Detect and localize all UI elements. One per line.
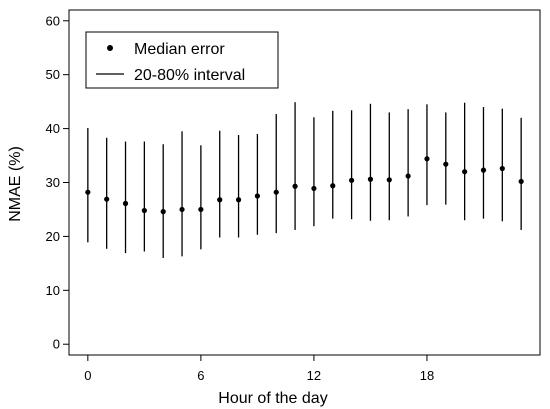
y-tick-label: 60 [46, 13, 60, 28]
median-point [254, 193, 260, 199]
median-point [367, 176, 374, 182]
median-point [235, 197, 242, 203]
median-point [330, 183, 336, 189]
legend-label-median: Median error [134, 41, 225, 58]
x-tick-label: 18 [420, 368, 434, 383]
median-point [179, 206, 185, 213]
x-axis: 0 6 12 18 [84, 355, 434, 383]
y-tick-label: 50 [46, 67, 60, 82]
median-point [518, 178, 524, 185]
median-point [122, 200, 129, 207]
y-axis-title: NMAE (%) [7, 146, 24, 222]
median-point [273, 189, 279, 195]
x-tick-label: 6 [197, 368, 204, 383]
y-tick-label: 20 [46, 229, 60, 244]
median-point [405, 173, 411, 179]
median-point [424, 156, 430, 162]
median-point [198, 206, 204, 213]
y-tick-label: 0 [53, 337, 60, 352]
y-tick-label: 40 [46, 121, 60, 136]
median-point [104, 196, 110, 202]
median-point [85, 189, 91, 195]
y-tick-label: 10 [46, 283, 60, 298]
x-tick-label: 12 [307, 368, 321, 383]
x-axis-title: Hour of the day [218, 390, 327, 407]
median-point [141, 207, 147, 214]
median-point [499, 165, 505, 172]
median-point [160, 209, 166, 215]
median-point [292, 183, 298, 189]
median-point [349, 177, 355, 183]
median-point [386, 177, 392, 183]
median-point [480, 167, 487, 173]
median-point [311, 185, 317, 192]
legend-marker-median [107, 45, 113, 51]
median-point [217, 197, 223, 203]
y-axis: 0 10 20 30 40 50 60 [46, 13, 69, 352]
legend-label-interval: 20-80% interval [134, 67, 245, 84]
data-marks [85, 102, 524, 258]
median-point [443, 161, 449, 167]
legend-box [85, 31, 279, 89]
legend: Median error 20-80% interval [85, 31, 279, 89]
median-point [462, 169, 468, 175]
x-tick-label: 0 [84, 368, 91, 383]
y-tick-label: 30 [46, 175, 60, 190]
